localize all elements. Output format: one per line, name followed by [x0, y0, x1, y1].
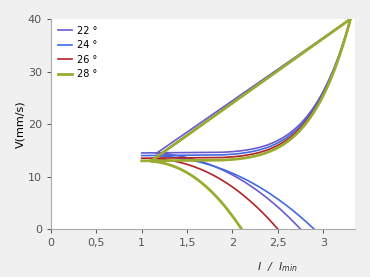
22 ° — [330, 71, 334, 74]
26 ° — [246, 198, 251, 201]
24 ° — [348, 17, 353, 21]
24 ° — [276, 141, 281, 144]
Text: $I$  /  $I_{min}$: $I$ / $I_{min}$ — [257, 260, 298, 274]
28 ° — [330, 74, 334, 77]
26 ° — [139, 157, 144, 160]
26 ° — [348, 17, 353, 21]
24 ° — [330, 71, 334, 75]
22 ° — [298, 227, 303, 231]
Y-axis label: V(mm/s): V(mm/s) — [15, 100, 25, 148]
24 ° — [139, 154, 144, 157]
22 ° — [276, 138, 281, 142]
22 ° — [286, 215, 291, 219]
28 ° — [239, 227, 244, 231]
28 ° — [139, 159, 144, 163]
24 ° — [259, 148, 263, 151]
Line: 26 °: 26 ° — [142, 19, 350, 229]
28 ° — [232, 217, 236, 220]
26 ° — [276, 143, 281, 147]
26 ° — [330, 73, 334, 76]
28 ° — [259, 153, 263, 156]
Legend: 22 °, 24 °, 26 °, 28 °: 22 °, 24 °, 26 °, 28 ° — [56, 24, 100, 81]
28 ° — [276, 146, 281, 149]
22 ° — [264, 196, 269, 199]
Line: 28 °: 28 ° — [142, 19, 350, 229]
Line: 24 °: 24 ° — [142, 19, 350, 229]
22 ° — [139, 151, 144, 155]
26 ° — [276, 227, 280, 231]
24 ° — [312, 227, 316, 231]
28 ° — [348, 17, 353, 21]
26 ° — [317, 100, 322, 103]
28 ° — [317, 101, 322, 105]
22 ° — [317, 97, 322, 100]
28 ° — [218, 199, 222, 202]
26 ° — [265, 216, 270, 219]
Line: 22 °: 22 ° — [142, 19, 350, 229]
26 ° — [259, 150, 263, 153]
22 ° — [259, 145, 263, 148]
24 ° — [317, 98, 322, 102]
24 ° — [275, 197, 279, 200]
22 ° — [348, 17, 353, 21]
24 ° — [299, 216, 303, 219]
